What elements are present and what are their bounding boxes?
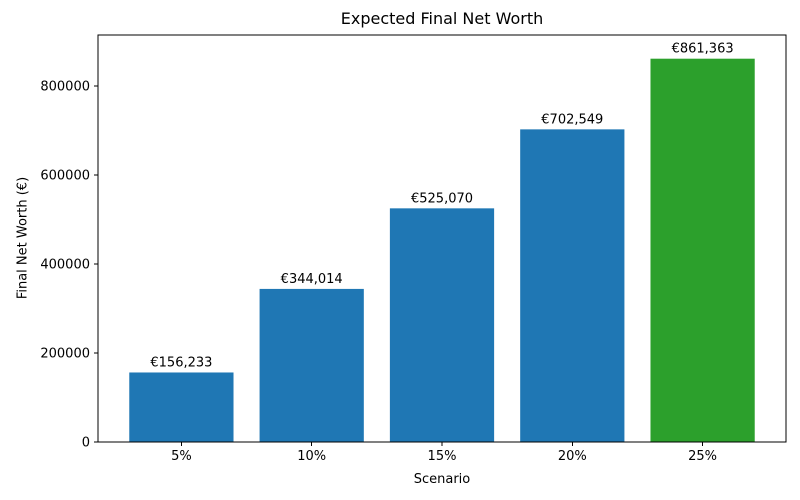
bar-value-label-20%: €702,549	[541, 112, 603, 127]
y-tick-label: 200000	[40, 346, 90, 361]
x-tick-label-25%: 25%	[688, 449, 717, 464]
x-axis-label: Scenario	[413, 472, 471, 487]
x-tick-label-5%: 5%	[171, 449, 192, 464]
x-tick-label-10%: 10%	[297, 449, 326, 464]
y-tick-label: 600000	[40, 168, 90, 183]
bar-15%	[389, 208, 495, 442]
y-axis-label: Final Net Worth (€)	[15, 176, 31, 300]
x-tick-label-15%: 15%	[428, 449, 457, 464]
bar-value-label-5%: €156,233	[150, 355, 212, 370]
bar-20%	[520, 129, 625, 442]
y-tick-label: 400000	[40, 257, 90, 272]
bar-25%	[650, 58, 755, 442]
y-tick-label: 800000	[40, 79, 90, 94]
bar-value-label-25%: €861,363	[672, 42, 734, 57]
bar-5%	[129, 372, 234, 442]
chart-title: Expected Final Net Worth	[340, 9, 544, 28]
bar-10%	[259, 288, 364, 442]
bar-value-label-10%: €344,014	[281, 272, 343, 287]
y-tick-label: 0	[82, 436, 90, 451]
bar-value-label-15%: €525,070	[411, 191, 473, 206]
x-tick-label-20%: 20%	[558, 449, 587, 464]
